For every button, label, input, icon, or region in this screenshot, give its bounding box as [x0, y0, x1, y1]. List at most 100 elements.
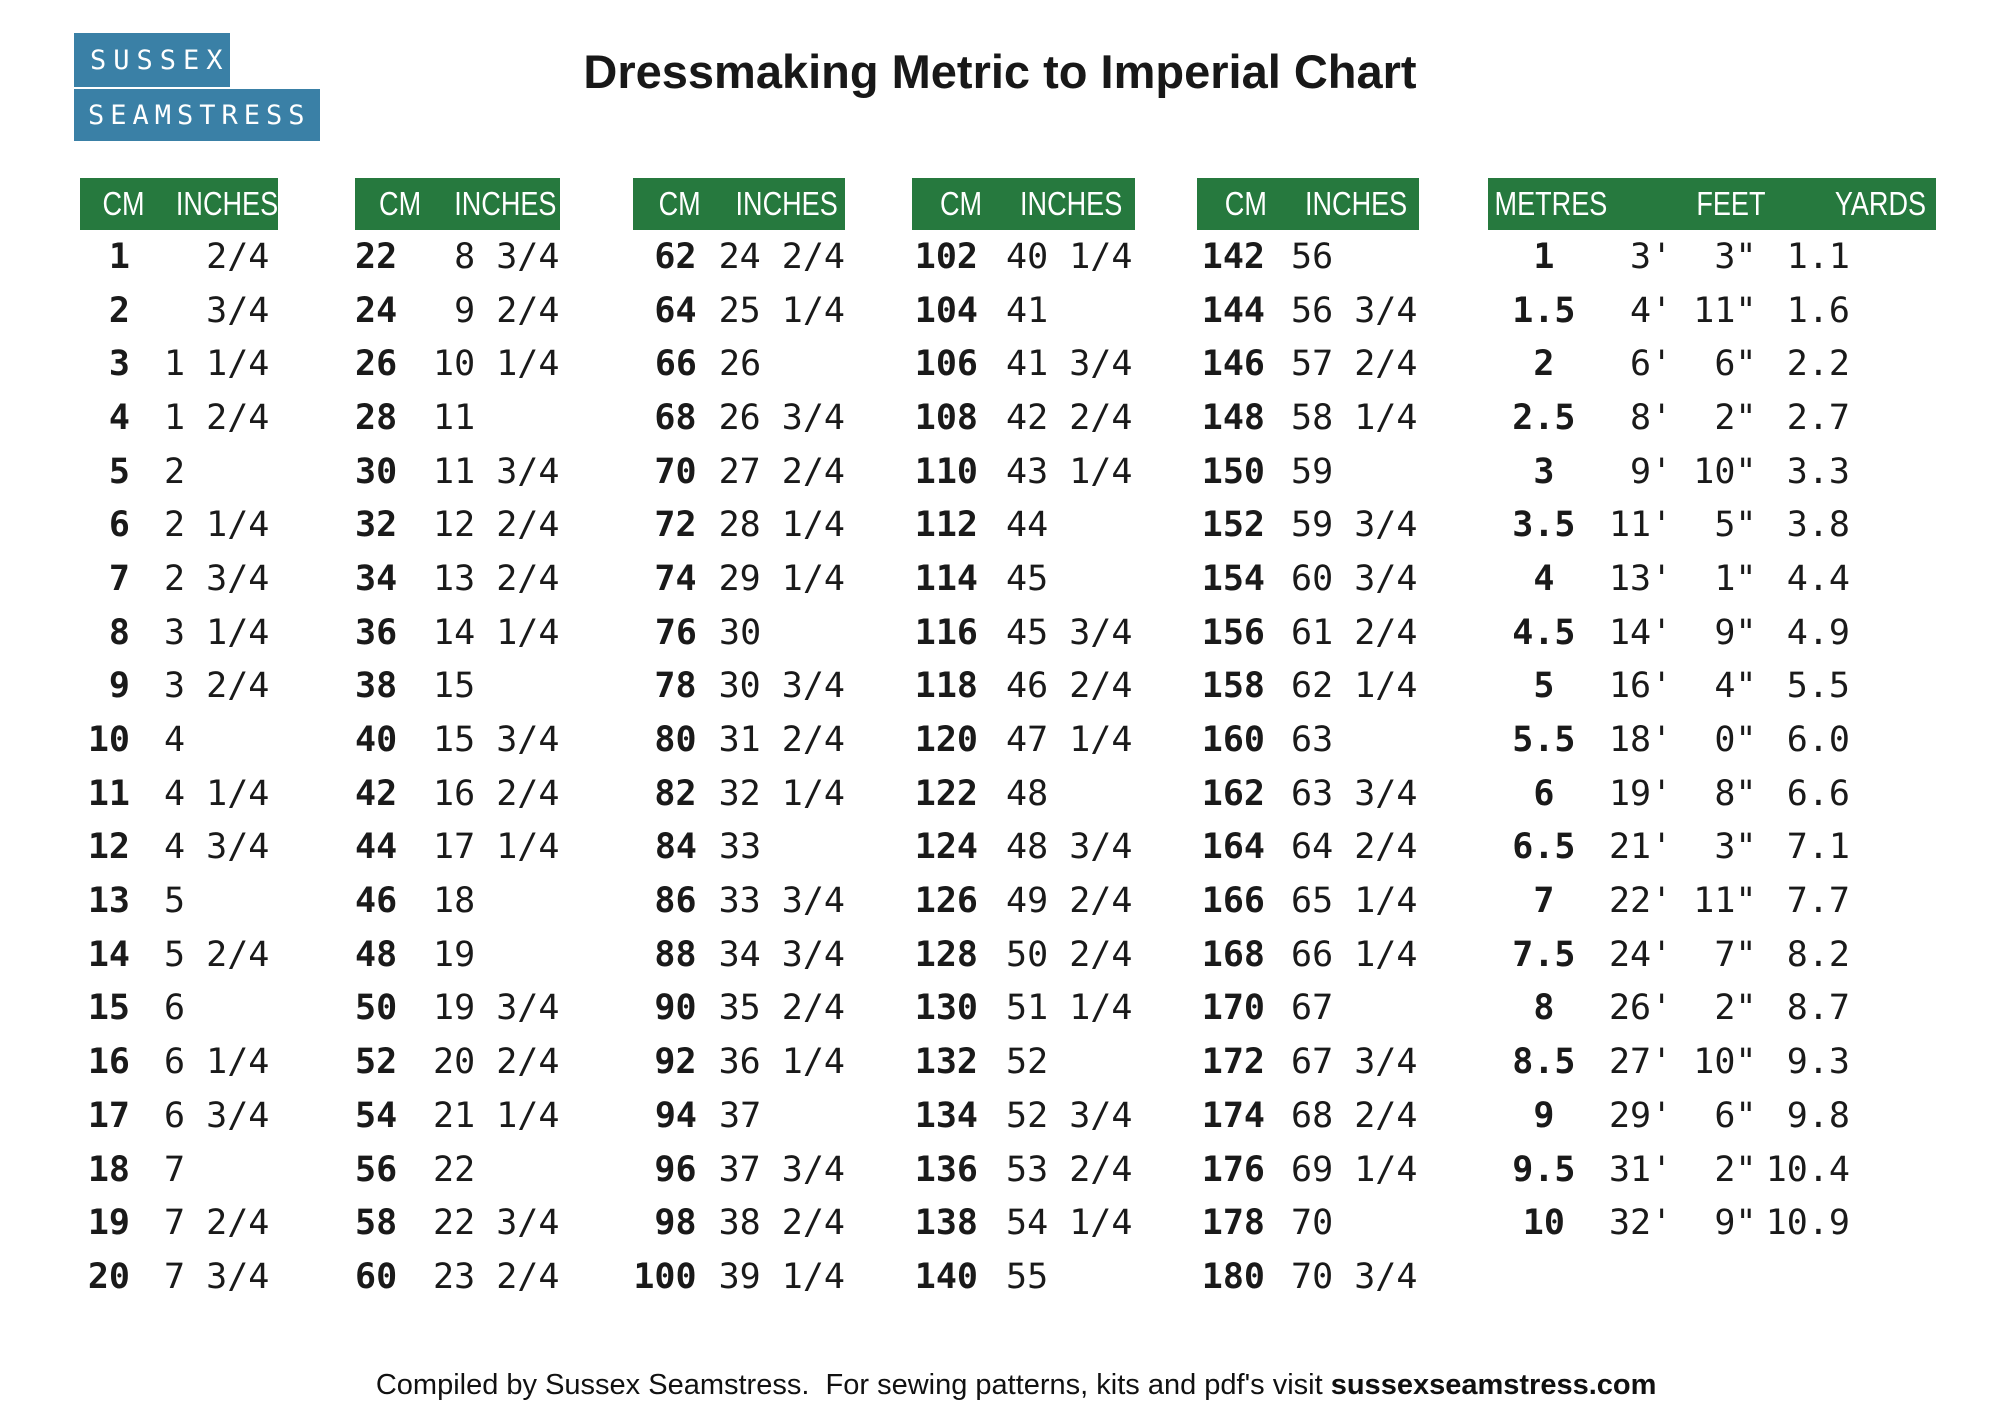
table-row: 116 45 3/4: [912, 606, 1135, 660]
inches-value: 26 3/4: [718, 397, 845, 438]
inches-value: 25 1/4: [718, 290, 845, 331]
table-row: 140 55: [912, 1250, 1135, 1304]
inches-value: 36 1/4: [718, 1042, 845, 1083]
table-row: 8 26' 2" 8.7: [1488, 982, 1936, 1036]
table-row: 100 39 1/4: [633, 1250, 845, 1304]
cm-value: 46: [355, 881, 398, 922]
feet-value: 13' 1": [1608, 558, 1757, 599]
inches-value: 32 1/4: [718, 773, 845, 814]
inches-value: 42 2/4: [1006, 397, 1133, 438]
inches-value: 2/4: [164, 236, 270, 277]
cm-value: 48: [355, 934, 398, 975]
inches-value: 22 3/4: [433, 1203, 560, 1244]
inches-value: 10 1/4: [433, 344, 560, 385]
cm-value: 5: [108, 451, 130, 492]
yards-value: 10.4: [1765, 1149, 1850, 1190]
inches-value: 35 2/4: [718, 988, 845, 1029]
cm-value: 122: [914, 773, 978, 814]
table-row: 52 20 2/4: [355, 1035, 560, 1089]
cm-value: 146: [1201, 344, 1265, 385]
table-row: 86 33 3/4: [633, 874, 845, 928]
cm-value: 142: [1201, 236, 1265, 277]
cm-value: 152: [1201, 505, 1265, 546]
table-row: 38 15: [355, 660, 560, 714]
table-row: 56 22: [355, 1143, 560, 1197]
table-row: 11 4 1/4: [80, 767, 278, 821]
cm-value: 80: [654, 720, 697, 761]
table-row: 94 37: [633, 1089, 845, 1143]
table-row: 102 40 1/4: [912, 230, 1135, 284]
inches-value: 59: [1291, 451, 1334, 492]
inches-value: 2: [164, 451, 186, 492]
inches-value: 70 3/4: [1291, 1256, 1418, 1297]
table-row: 80 31 2/4: [633, 713, 845, 767]
inches-value: 45: [1006, 558, 1049, 599]
cm-inches-table-5: CM INCHES 142 56 144 56 3/4 146 57 2/4 148 58 1…: [1197, 178, 1419, 1304]
cm-inches-table-3: CM INCHES 62 24 2/4 64 25 1/4 66 26 68 26 3/4 70…: [633, 178, 845, 1304]
table-row: 66 26: [633, 337, 845, 391]
cm-value: 72: [654, 505, 697, 546]
inches-value: 60 3/4: [1291, 558, 1418, 599]
cm-value: 86: [654, 881, 697, 922]
inches-value: 18: [433, 881, 476, 922]
header-inches: INCHES: [1304, 185, 1407, 222]
inches-value: 63: [1291, 720, 1334, 761]
logo-text-seamstress: SEAMSTRESS: [74, 89, 320, 141]
cm-value: 154: [1201, 558, 1265, 599]
inches-value: 31 2/4: [718, 720, 845, 761]
cm-value: 136: [914, 1149, 978, 1190]
table-row: 3 1 1/4: [80, 337, 278, 391]
cm-value: 138: [914, 1203, 978, 1244]
inches-value: 28 1/4: [718, 505, 845, 546]
inches-value: 69 1/4: [1291, 1149, 1418, 1190]
yards-value: 5.5: [1765, 666, 1850, 707]
cm-value: 11: [87, 773, 130, 814]
inches-value: 47 1/4: [1006, 720, 1133, 761]
cm-value: 16: [87, 1042, 130, 1083]
inches-value: 67 3/4: [1291, 1042, 1418, 1083]
cm-value: 84: [654, 827, 697, 868]
inches-value: 30 3/4: [718, 666, 845, 707]
feet-value: 31' 2": [1608, 1149, 1757, 1190]
metres-value: 7: [1533, 881, 1555, 922]
inches-value: 6: [164, 988, 186, 1029]
inches-value: 41: [1006, 290, 1049, 331]
feet-value: 24' 7": [1608, 934, 1757, 975]
inches-value: 13 2/4: [433, 558, 560, 599]
inches-value: 53 2/4: [1006, 1149, 1133, 1190]
cm-value: 126: [914, 881, 978, 922]
cm-value: 96: [654, 1149, 697, 1190]
table-row: 5.5 18' 0" 6.0: [1488, 713, 1936, 767]
inches-value: 61 2/4: [1291, 612, 1418, 653]
cm-value: 120: [914, 720, 978, 761]
yards-value: 7.1: [1765, 827, 1850, 868]
inches-value: 4 3/4: [164, 827, 270, 868]
inches-value: 49 2/4: [1006, 881, 1133, 922]
cm-value: 34: [355, 558, 398, 599]
table-row: 1 2/4: [80, 230, 278, 284]
cm-value: 176: [1201, 1149, 1265, 1190]
metres-value: 5.5: [1512, 720, 1576, 761]
cm-value: 17: [87, 1095, 130, 1136]
cm-value: 164: [1201, 827, 1265, 868]
inches-value: 11: [433, 397, 476, 438]
feet-value: 32' 9": [1608, 1203, 1757, 1244]
inches-value: 23 2/4: [433, 1256, 560, 1297]
table-row: 146 57 2/4: [1197, 337, 1419, 391]
inches-value: 48 3/4: [1006, 827, 1133, 868]
table-row: 7 22' 11" 7.7: [1488, 874, 1936, 928]
yards-value: 1.1: [1765, 236, 1850, 277]
inches-value: 6 1/4: [164, 1042, 270, 1083]
inches-value: 19 3/4: [433, 988, 560, 1029]
table-row: 178 70: [1197, 1196, 1419, 1250]
yards-value: 7.7: [1765, 881, 1850, 922]
table-row: 16 6 1/4: [80, 1035, 278, 1089]
feet-value: 18' 0": [1608, 720, 1757, 761]
header-inches: INCHES: [176, 185, 279, 222]
feet-value: 21' 3": [1608, 827, 1757, 868]
cm-value: 78: [654, 666, 697, 707]
cm-value: 94: [654, 1095, 697, 1136]
cm-value: 108: [914, 397, 978, 438]
inches-value: 46 2/4: [1006, 666, 1133, 707]
inches-value: 22: [433, 1149, 476, 1190]
